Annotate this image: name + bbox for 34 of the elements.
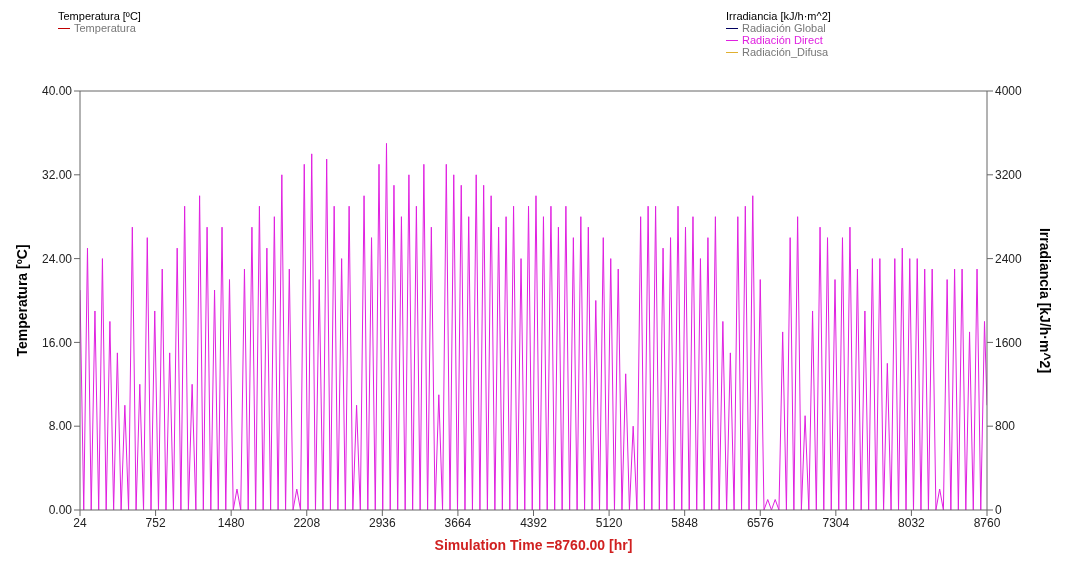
x-tick-label: 24: [73, 515, 87, 530]
x-tick-label: 6576: [746, 515, 774, 530]
y-tick-label: 16.00: [41, 335, 73, 350]
y2-axis-title: Irradiancia [kJ/h·m^2]: [1037, 227, 1054, 374]
y-tick-label: 40.00: [41, 84, 73, 99]
y-tick-label: 8.00: [48, 419, 73, 434]
y-tick-label: 0.00: [48, 503, 73, 518]
x-tick-label: 4392: [520, 515, 548, 530]
x-tick-label: 1480: [217, 515, 245, 530]
y2-tick-label: 1600: [995, 335, 1023, 350]
y2-tick-label: 3200: [995, 168, 1023, 183]
y2-tick-label: 4000: [995, 84, 1023, 99]
x-tick-label: 5120: [595, 515, 623, 530]
x-tick-label: 752: [145, 515, 166, 530]
legend-label: Radiación Global: [742, 22, 826, 34]
y2-tick-label: 800: [995, 419, 1016, 434]
x-tick-label: 2208: [293, 515, 321, 530]
y2-tick-label: 2400: [995, 251, 1023, 266]
text: Temperatura [ºC]: [58, 10, 141, 22]
y-axis-title: Temperatura [ºC]: [13, 244, 30, 357]
y-tick-label: 24.00: [41, 251, 73, 266]
x-tick-label: 5848: [671, 515, 699, 530]
x-tick-label: 8760: [973, 515, 1001, 530]
x-tick-label: 8032: [898, 515, 926, 530]
x-tick-label: 7304: [822, 515, 850, 530]
x-axis-title: Simulation Time =8760.00 [hr]: [434, 537, 633, 553]
text: Irradiancia [kJ/h·m^2]: [726, 10, 831, 22]
legend-label: Radiación_Difusa: [742, 46, 829, 58]
x-tick-label: 2936: [368, 515, 396, 530]
y2-tick-label: 0: [995, 503, 1002, 518]
legend-label: Temperatura: [74, 22, 136, 34]
y-tick-label: 32.00: [41, 168, 73, 183]
legend-label: Radiación Direct: [742, 34, 823, 46]
x-tick-label: 3664: [444, 515, 472, 530]
